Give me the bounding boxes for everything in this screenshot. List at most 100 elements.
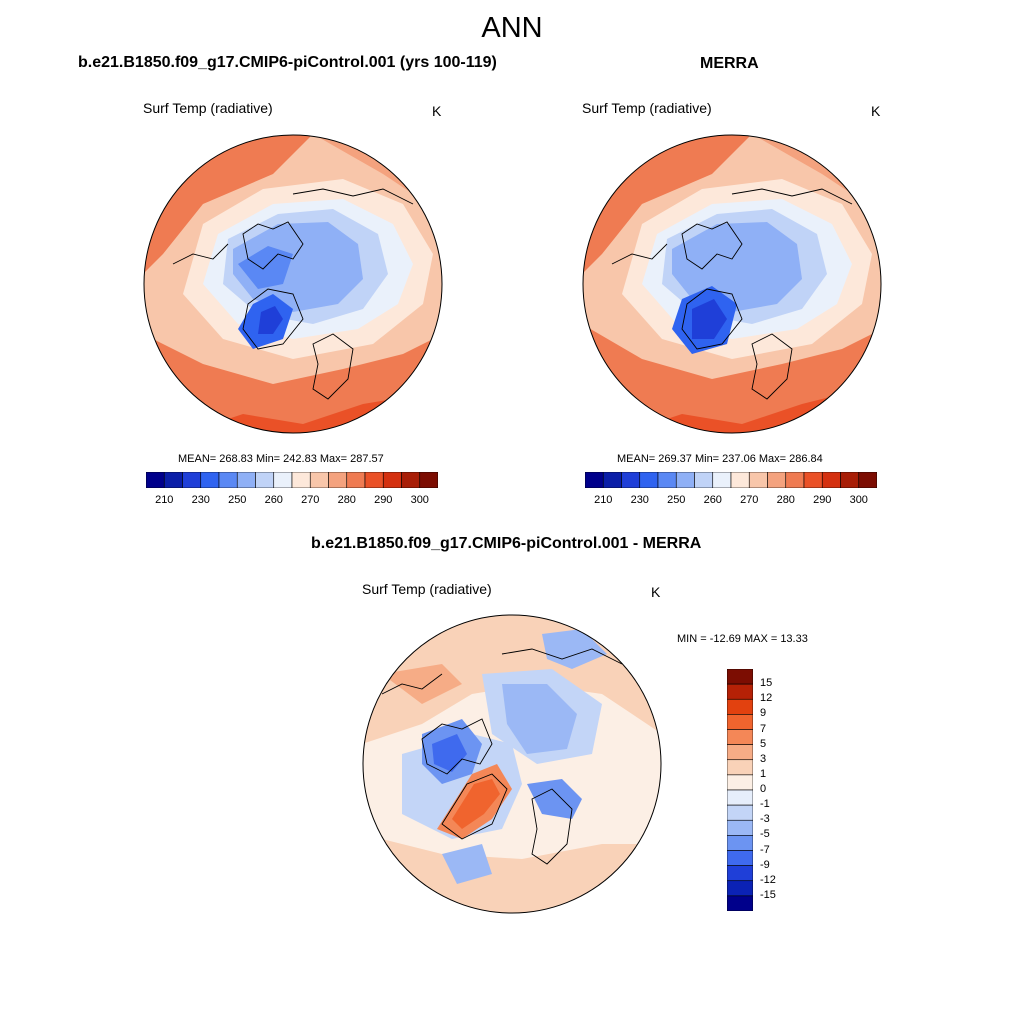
difference-colorbar-box bbox=[727, 669, 753, 685]
difference-variable-label: Surf Temp (radiative) bbox=[362, 581, 492, 597]
panel-1-variable-label: Surf Temp (radiative) bbox=[143, 100, 273, 116]
difference-colorbar-tick-label: -12 bbox=[760, 873, 776, 886]
panel-1-colorbar-tick-label: 280 bbox=[337, 494, 356, 506]
panel-1-colorbar-tick-label: 260 bbox=[264, 494, 283, 506]
panel-2-colorbar-box bbox=[585, 472, 604, 488]
panel-1-colorbar-box bbox=[328, 472, 348, 488]
difference-colorbar-tick-label: -1 bbox=[760, 798, 770, 811]
difference-colorbar-box bbox=[727, 789, 753, 806]
panel-2-colorbar bbox=[585, 472, 877, 488]
panel-2-title: MERRA bbox=[700, 55, 759, 72]
panel-1-colorbar-tick-label: 210 bbox=[155, 494, 174, 506]
difference-colorbar-tick-label: 3 bbox=[760, 752, 767, 765]
panel-2-colorbar-box bbox=[785, 472, 805, 488]
panel-1-colorbar-box bbox=[200, 472, 220, 488]
panel-1-colorbar-tick-label: 270 bbox=[301, 494, 320, 506]
difference-colorbar-tick-label: 5 bbox=[760, 737, 767, 750]
panel-1-colorbar-box bbox=[364, 472, 384, 488]
panel-1-colorbar-tick-label: 290 bbox=[374, 494, 393, 506]
panel-1-colorbar-box bbox=[163, 472, 183, 488]
difference-colorbar-tick-label: 15 bbox=[760, 677, 773, 690]
panel-2-colorbar-tick-label: 250 bbox=[667, 494, 686, 506]
panel-1-colorbar-box bbox=[346, 472, 366, 488]
panel-2-colorbar-tick-label: 270 bbox=[740, 494, 759, 506]
panel-1-colorbar-box bbox=[401, 472, 421, 488]
difference-colorbar-box bbox=[727, 819, 753, 836]
panel-1-colorbar-tick-label: 300 bbox=[410, 494, 429, 506]
difference-colorbar-tick-label: 9 bbox=[760, 707, 767, 720]
panel-2-colorbar-tick-label: 230 bbox=[630, 494, 649, 506]
panel-1-colorbar-box bbox=[236, 472, 256, 488]
panel-2-colorbar-box bbox=[767, 472, 787, 488]
panel-2-colorbar-labels: 210 230 250 260 270 280 290 300 bbox=[585, 494, 877, 510]
panel-2-colorbar-box bbox=[840, 472, 860, 488]
difference-panel-title: b.e21.B1850.f09_g17.CMIP6-piControl.001 … bbox=[311, 535, 702, 552]
panel-2-colorbar-tick-label: 210 bbox=[594, 494, 613, 506]
difference-colorbar-tick-label: -9 bbox=[760, 858, 770, 871]
panel-2-colorbar-box bbox=[602, 472, 622, 488]
panel-2-colorbar-tick-label: 300 bbox=[849, 494, 868, 506]
difference-colorbar-tick-label: 12 bbox=[760, 692, 773, 705]
panel-2-colorbar-box bbox=[694, 472, 714, 488]
panel-2-colorbar-box bbox=[858, 472, 877, 488]
difference-colorbar-box bbox=[727, 683, 753, 700]
difference-colorbar-labels: 15 12 9 7 5 3 1 0 -1 -3 -5 -7 -9 -12 -15 bbox=[760, 669, 800, 911]
panel-1-colorbar-box bbox=[255, 472, 275, 488]
panel-1-colorbar-tick-label: 250 bbox=[228, 494, 247, 506]
panel-2-colorbar-box bbox=[675, 472, 695, 488]
panel-2-units-label: K bbox=[871, 103, 881, 119]
difference-colorbar bbox=[727, 669, 753, 911]
panel-2-colorbar-tick-label: 280 bbox=[776, 494, 795, 506]
panel-2-colorbar-box bbox=[657, 472, 677, 488]
panel-1-colorbar-box bbox=[382, 472, 402, 488]
panel-1-polar-map bbox=[143, 134, 443, 434]
difference-colorbar-tick-label: -5 bbox=[760, 828, 770, 841]
panel-1-colorbar bbox=[146, 472, 438, 488]
panel-2-colorbar-box bbox=[639, 472, 659, 488]
panel-2-colorbar-box bbox=[803, 472, 823, 488]
difference-colorbar-box bbox=[727, 880, 753, 897]
panel-1-colorbar-box bbox=[291, 472, 311, 488]
panel-1-colorbar-box bbox=[182, 472, 202, 488]
difference-colorbar-box bbox=[727, 774, 753, 791]
difference-colorbar-box bbox=[727, 850, 753, 866]
difference-colorbar-box bbox=[727, 804, 753, 821]
panel-1-colorbar-box bbox=[419, 472, 438, 488]
difference-colorbar-tick-label: 7 bbox=[760, 722, 767, 735]
panel-1-colorbar-box bbox=[309, 472, 329, 488]
figure-title: ANN bbox=[481, 12, 543, 44]
panel-2-variable-label: Surf Temp (radiative) bbox=[582, 100, 712, 116]
difference-min-max: MIN = -12.69 MAX = 13.33 bbox=[677, 633, 808, 645]
panel-1-colorbar-box bbox=[146, 472, 165, 488]
difference-colorbar-box bbox=[727, 714, 753, 730]
panel-2-colorbar-box bbox=[748, 472, 768, 488]
difference-colorbar-tick-label: 0 bbox=[760, 783, 767, 795]
difference-colorbar-box bbox=[727, 698, 753, 715]
panel-1-units-label: K bbox=[432, 103, 442, 119]
difference-colorbar-box bbox=[727, 729, 753, 745]
difference-colorbar-box bbox=[727, 759, 753, 776]
panel-1-colorbar-box bbox=[218, 472, 238, 488]
panel-1-colorbar-box bbox=[273, 472, 293, 488]
panel-2-stats: MEAN= 269.37 Min= 237.06 Max= 286.84 bbox=[617, 453, 823, 465]
difference-colorbar-box bbox=[727, 895, 753, 911]
panel-2-polar-map bbox=[582, 134, 882, 434]
panel-1-stats: MEAN= 268.83 Min= 242.83 Max= 287.57 bbox=[178, 453, 384, 465]
difference-polar-map bbox=[362, 614, 662, 914]
panel-1-title: b.e21.B1850.f09_g17.CMIP6-piControl.001 … bbox=[78, 54, 497, 71]
difference-colorbar-box bbox=[727, 835, 753, 851]
difference-colorbar-tick-label: -7 bbox=[760, 843, 770, 856]
panel-1-colorbar-labels: 210 230 250 260 270 280 290 300 bbox=[146, 494, 438, 510]
difference-colorbar-tick-label: -15 bbox=[760, 888, 776, 901]
difference-colorbar-box bbox=[727, 744, 753, 761]
panel-2-colorbar-box bbox=[821, 472, 841, 488]
panel-1-colorbar-tick-label: 230 bbox=[191, 494, 210, 506]
panel-2-colorbar-box bbox=[712, 472, 732, 488]
difference-colorbar-box bbox=[727, 865, 753, 882]
panel-2-colorbar-tick-label: 290 bbox=[813, 494, 832, 506]
difference-units-label: K bbox=[651, 584, 661, 600]
panel-2-colorbar-tick-label: 260 bbox=[703, 494, 722, 506]
difference-colorbar-tick-label: -3 bbox=[760, 813, 770, 826]
panel-2-colorbar-box bbox=[730, 472, 750, 488]
difference-colorbar-tick-label: 1 bbox=[760, 767, 767, 780]
